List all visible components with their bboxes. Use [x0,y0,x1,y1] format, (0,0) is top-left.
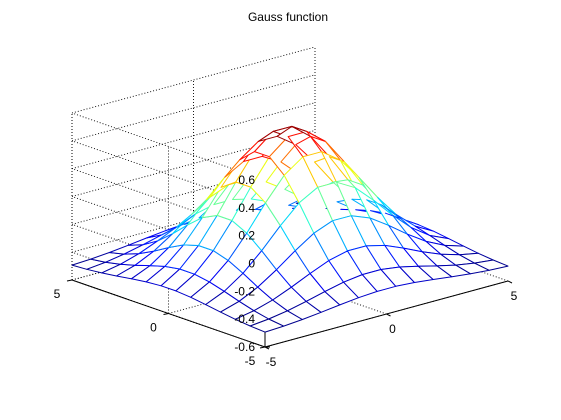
surface-mesh [71,125,509,333]
x-tick-label: 0 [389,322,396,336]
tick-labels: -0.6 -0.4 -0.2 0 0.2 0.4 0.6 -5 0 5 -5 0 5 [54,173,518,369]
grid-line-z [71,140,266,209]
z-tick-label: -0.4 [234,312,255,326]
z-tick-label: 0.6 [238,173,255,187]
y-tick-mark [163,313,169,315]
x-tick-label: 5 [511,289,518,303]
x-tick-label: -5 [266,355,277,369]
z-tick-label: -0.6 [234,340,255,354]
z-tick-label: -0.2 [234,284,255,298]
z-tick-label: 0.2 [238,229,255,243]
y-tick-label: 5 [54,287,61,301]
y-tick-label: -5 [245,354,256,368]
x-tick-mark [386,313,391,317]
grid-line-z [71,46,316,114]
y-tick-mark [66,279,73,282]
x-tick-mark [507,280,513,284]
chart-title: Gauss function [248,10,328,24]
y-tick-label: 0 [150,321,157,335]
y-tick-mark [259,346,266,349]
axes-lines [66,179,513,350]
grid-line-z [71,112,266,181]
z-tick-label: 0 [248,257,255,271]
surface-cell [474,259,509,271]
z-tick-label: 0.4 [238,201,255,215]
